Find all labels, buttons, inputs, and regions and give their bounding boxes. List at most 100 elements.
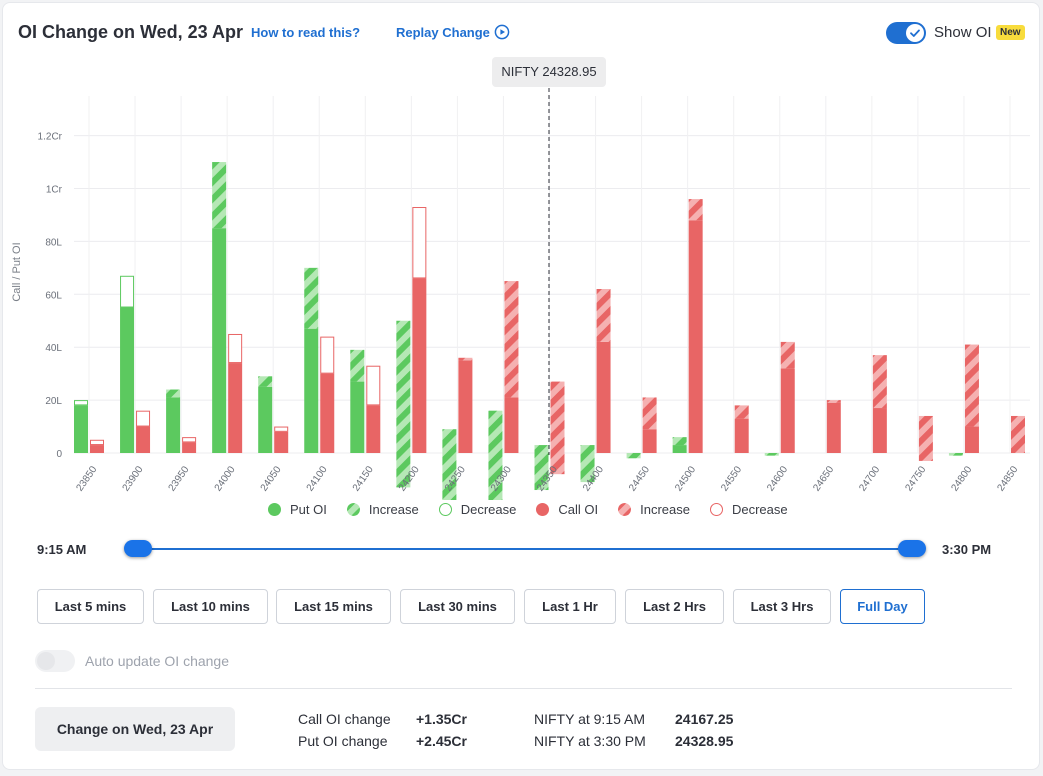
nifty-open-label: NIFTY at 9:15 AM	[534, 711, 646, 727]
x-tick-label: 24650	[811, 464, 836, 493]
call-decrease-bar	[182, 437, 197, 443]
call-oi-bar	[412, 278, 427, 453]
call-oi-bar	[228, 363, 243, 453]
range-last-3-hrs-button[interactable]: Last 3 Hrs	[733, 589, 831, 624]
put-decrease-swatch	[438, 502, 452, 516]
call-oi-bar	[366, 405, 381, 453]
x-tick-label: 24850	[995, 464, 1020, 493]
put-increase-bar	[672, 437, 687, 446]
put-increase-bar	[764, 453, 779, 456]
spot-price-tooltip: NIFTY 24328.95	[492, 57, 606, 87]
put-oi-bar	[258, 386, 273, 453]
x-tick-label: 23900	[121, 464, 146, 493]
nifty-open-value: 24167.25	[675, 711, 734, 727]
put-increase-bar	[166, 389, 181, 398]
range-full-day-button[interactable]: Full Day	[840, 589, 925, 624]
show-oi-toggle[interactable]	[886, 22, 926, 44]
call-oi-bar	[504, 397, 519, 453]
put-oi-bar	[74, 405, 88, 453]
put-increase-bar	[534, 445, 549, 491]
call-oi-swatch	[536, 502, 550, 516]
call-oi-bar	[274, 431, 289, 453]
put-oi-bar	[304, 328, 319, 453]
put-increase-bar	[350, 349, 365, 382]
call-decrease-bar	[136, 410, 151, 427]
y-tick-label: 1Cr	[46, 185, 63, 196]
put-oi-change-value: +2.45Cr	[416, 733, 467, 749]
x-tick-label: 23850	[74, 464, 99, 493]
call-increase-bar	[872, 355, 887, 409]
call-increase-bar	[918, 415, 933, 461]
y-tick-label: 1.2Cr	[38, 132, 63, 143]
play-circle-icon[interactable]	[494, 24, 510, 40]
call-oi-bar	[642, 429, 657, 453]
x-tick-label: 24550	[719, 464, 744, 493]
put-increase-bar	[488, 410, 503, 500]
slider-end-handle[interactable]	[898, 540, 926, 557]
y-axis-label: Call / Put OI	[11, 242, 23, 301]
replay-change-link[interactable]: Replay Change	[396, 25, 490, 40]
range-last-10-mins-button[interactable]: Last 10 mins	[153, 589, 268, 624]
how-to-read-link[interactable]: How to read this?	[251, 25, 361, 40]
call-oi-bar	[458, 360, 473, 453]
toggle-knob	[37, 652, 55, 670]
range-last-5-mins-button[interactable]: Last 5 mins	[37, 589, 144, 624]
auto-update-toggle[interactable]	[35, 650, 75, 672]
x-tick-label: 23950	[167, 464, 192, 493]
change-date-button[interactable]: Change on Wed, 23 Apr	[35, 707, 235, 751]
slider-end-time: 3:30 PM	[942, 542, 992, 557]
legend-call-increase[interactable]: Increase	[618, 502, 690, 517]
call-decrease-swatch	[709, 502, 723, 516]
legend-label: Decrease	[731, 501, 788, 517]
call-oi-bar	[872, 408, 887, 453]
call-increase-bar	[688, 199, 703, 221]
slider-start-time: 9:15 AM	[37, 542, 87, 557]
call-oi-change-label: Call OI change	[298, 711, 391, 727]
put-oi-bar	[212, 228, 227, 453]
call-increase-bar	[964, 344, 979, 427]
call-increase-bar	[826, 400, 841, 403]
auto-update-label: Auto update OI change	[85, 653, 229, 669]
x-tick-label: 24700	[857, 464, 882, 493]
legend-put-decrease[interactable]: Decrease	[438, 502, 516, 517]
x-tick-label: 24600	[765, 464, 790, 493]
toggle-knob	[906, 24, 924, 42]
call-oi-bar	[90, 445, 104, 453]
put-increase-bar	[258, 376, 273, 387]
put-increase-bar	[396, 320, 411, 488]
range-last-2-hrs-button[interactable]: Last 2 Hrs	[625, 589, 724, 624]
put-oi-swatch	[268, 502, 281, 516]
time-slider-track[interactable]	[136, 548, 912, 550]
put-oi-change-label: Put OI change	[298, 733, 388, 749]
put-decrease-bar	[74, 400, 88, 406]
call-oi-bar	[596, 341, 611, 453]
nifty-close-value: 24328.95	[675, 733, 734, 749]
y-tick-label: 0	[56, 449, 62, 460]
put-increase-bar	[580, 445, 595, 483]
put-increase-swatch	[346, 502, 360, 516]
show-oi-label: Show OI	[934, 24, 992, 41]
legend-call-decrease[interactable]: Decrease	[709, 501, 788, 517]
put-oi-bar	[350, 381, 365, 453]
legend-put-oi[interactable]: Put OI	[268, 502, 327, 517]
legend-label: Increase	[640, 501, 690, 517]
legend-put-increase[interactable]: Increase	[346, 502, 419, 517]
new-badge: New	[996, 25, 1025, 40]
call-oi-bar	[320, 373, 335, 453]
call-increase-bar	[550, 381, 565, 475]
put-increase-bar	[948, 453, 963, 456]
range-last-1-hr-button[interactable]: Last 1 Hr	[524, 589, 616, 624]
call-oi-bar	[136, 426, 151, 453]
nifty-close-label: NIFTY at 3:30 PM	[534, 733, 646, 749]
slider-start-handle[interactable]	[124, 540, 152, 557]
x-tick-label: 24150	[351, 464, 376, 493]
call-decrease-bar	[320, 336, 335, 374]
call-oi-bar	[688, 220, 703, 453]
call-increase-bar	[734, 405, 749, 419]
legend-call-oi[interactable]: Call OI	[536, 502, 598, 517]
put-decrease-bar	[120, 275, 135, 308]
range-last-30-mins-button[interactable]: Last 30 mins	[400, 589, 515, 624]
put-increase-bar	[304, 267, 319, 329]
y-tick-label: 60L	[45, 290, 62, 301]
range-last-15-mins-button[interactable]: Last 15 mins	[276, 589, 391, 624]
